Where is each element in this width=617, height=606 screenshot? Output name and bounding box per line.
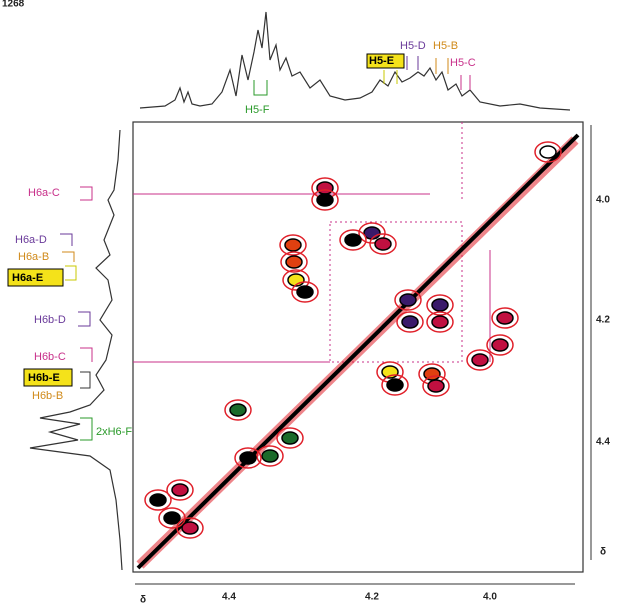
x-axis-symbol: δ [140,595,146,606]
contour [492,339,508,351]
x-tick-label: 4.4 [222,592,236,603]
x-tick-label: 4.2 [365,592,379,603]
left-bracket [80,372,90,388]
contour [317,182,333,194]
contour [428,380,444,392]
left-label: H6b-E [28,372,60,384]
left-bracket [80,418,92,440]
y-tick-label: 4.0 [596,195,610,206]
top-bracket [407,56,418,70]
left-bracket [62,252,74,262]
contour [497,312,513,324]
top-spectrum [140,12,570,110]
y-tick-label: 4.2 [596,315,610,326]
top-label: H5-C [450,57,476,69]
y-tick-label: 4.4 [596,437,610,448]
left-label: H6b-B [32,390,63,402]
top-label: H5-B [433,40,458,52]
top-label: H5-E [369,55,394,67]
contour [540,146,556,158]
contour [345,234,361,246]
top-bracket [254,80,267,95]
contour [282,432,298,444]
left-label: 2xH6-F [96,426,132,438]
x-tick-label: 4.0 [483,592,497,603]
left-label: H6a-E [12,272,43,284]
contour [172,484,188,496]
left-label: H6b-C [34,351,66,363]
contour [230,404,246,416]
contour [400,294,416,306]
contour [402,316,418,328]
contour [424,368,440,380]
contour [432,316,448,328]
contour [240,452,256,464]
contour [286,256,302,268]
left-label: H6a-C [28,187,60,199]
left-label: H6a-D [15,234,47,246]
top-label: H5-F [245,104,270,116]
left-bracket [80,187,92,200]
contour [472,354,488,366]
contour [297,286,313,298]
contour [364,227,380,239]
top-bracket [461,75,470,90]
contour [317,194,333,206]
contour [262,450,278,462]
contour [387,379,403,391]
contour [432,299,448,311]
left-label: H6b-D [34,314,66,326]
y-axis-symbol: δ [600,547,606,558]
left-bracket [78,312,90,326]
contour [164,512,180,524]
top-label: H5-D [400,40,426,52]
contour [182,522,198,534]
page-label: 1268 [2,0,25,10]
contour [150,494,166,506]
nmr-figure: 1268 H5-F H5-E H5-D H5-B H5-C H6a-C H6a-… [0,0,617,606]
left-bracket [65,266,76,280]
contour [285,239,301,251]
left-bracket [80,348,92,362]
left-bracket [60,234,72,246]
contour [375,238,391,250]
left-label: H6a-B [18,251,49,263]
